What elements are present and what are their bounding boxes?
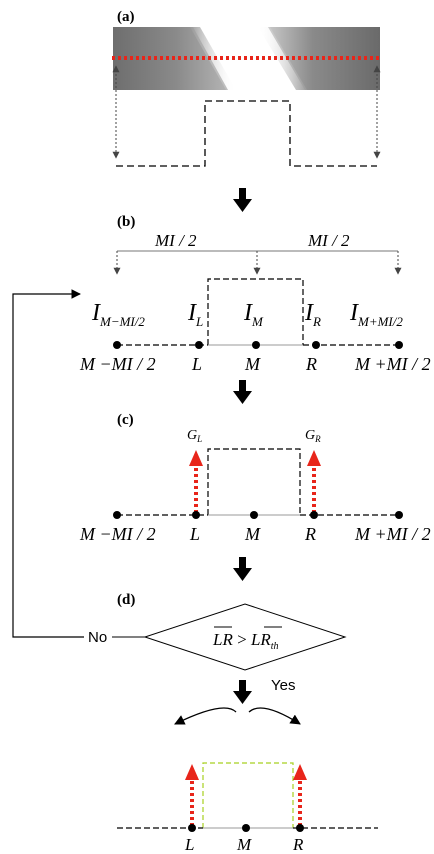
panel-label-a: (a) [117, 9, 135, 25]
label-i-right-far: IM+MI/2 [349, 300, 403, 329]
panel-label-d: (d) [117, 592, 135, 608]
profile-box-c [207, 448, 301, 515]
label-yes: Yes [271, 677, 295, 694]
label-pt-l-b: L [191, 354, 202, 374]
label-pt-r-final: R [292, 835, 304, 854]
panel-label-c: (c) [117, 412, 134, 428]
label-pt-r-c: R [304, 524, 316, 544]
label-i-left-far: IM−MI/2 [91, 300, 145, 329]
label-g-r: GR [305, 428, 321, 444]
point-r-final [296, 824, 304, 832]
down-arrow-4 [233, 680, 252, 704]
label-pt-m-c: M [244, 524, 261, 544]
label-i-m: IM [243, 300, 264, 329]
label-half-mi-left: MI / 2 [154, 231, 197, 250]
point-left-far-b [113, 341, 121, 349]
label-half-mi-right: MI / 2 [307, 231, 350, 250]
point-l-c [192, 511, 200, 519]
split-arrow-left [174, 707, 237, 725]
svg-text:LR > LRth: LR > LRth [212, 630, 279, 652]
point-r-b [312, 341, 320, 349]
point-l-final [188, 824, 196, 832]
label-pt-right-far-c: M +MI / 2 [354, 524, 431, 544]
label-pt-left-far-b: M −MI / 2 [79, 354, 156, 374]
gradient-arrow-right [307, 450, 321, 513]
point-left-far-c [113, 511, 121, 519]
split-arrow-right [248, 707, 301, 725]
label-pt-r-b: R [305, 354, 317, 374]
point-l-b [195, 341, 203, 349]
point-r-c [310, 511, 318, 519]
label-pt-right-far-b: M +MI / 2 [354, 354, 431, 374]
down-arrow-3 [233, 557, 252, 581]
label-pt-l-final: L [184, 835, 194, 854]
label-i-l: IL [187, 300, 203, 329]
point-m-c [250, 511, 258, 519]
down-arrow-2 [233, 380, 252, 404]
point-right-far-c [395, 511, 403, 519]
edge-arrow-left-final [185, 764, 199, 826]
label-i-r: IR [304, 300, 321, 329]
profile-box-b [207, 278, 304, 345]
label-no: No [88, 629, 107, 646]
feedback-loop [12, 289, 84, 638]
label-pt-m-b: M [244, 354, 261, 374]
gradient-arrow-left [189, 450, 203, 513]
result-box [202, 762, 294, 828]
decision-condition: LR > LRth [212, 626, 282, 652]
label-pt-m-final: M [236, 835, 252, 854]
decision-diamond [143, 603, 347, 671]
point-right-far-b [395, 341, 403, 349]
point-m-final [242, 824, 250, 832]
down-arrow-1 [233, 188, 252, 212]
label-pt-l-c: L [189, 524, 200, 544]
edge-arrow-right-final [293, 764, 307, 826]
label-g-l: GL [187, 428, 202, 444]
panel-label-b: (b) [117, 214, 135, 230]
intensity-profile [116, 100, 377, 167]
point-m-b [252, 341, 260, 349]
label-pt-left-far-c: M −MI / 2 [79, 524, 156, 544]
